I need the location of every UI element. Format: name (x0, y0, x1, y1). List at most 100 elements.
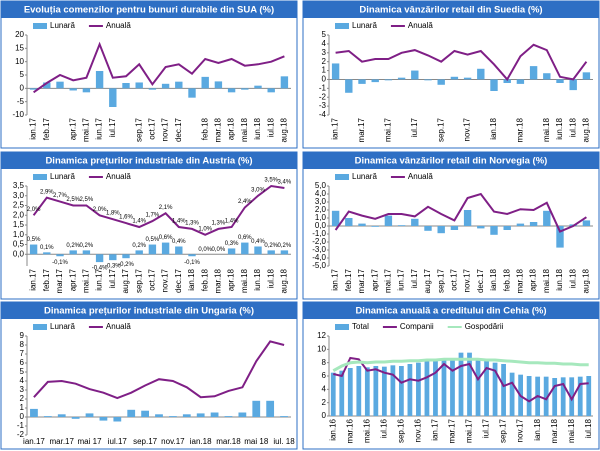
legend-label: Anuală (106, 172, 131, 181)
y-tick-label: 2,0 (315, 205, 327, 214)
bar (161, 242, 170, 255)
x-tick-label: mai.18 (542, 117, 551, 142)
x-tick-label: sep.17 (134, 268, 143, 293)
data-label: 3,0% (251, 187, 265, 193)
bar (330, 372, 336, 416)
x-tick-label: iul.18 (568, 268, 577, 288)
y-tick-label: 0 (322, 75, 327, 84)
y-tick-label: 4 (322, 39, 327, 48)
bar (122, 83, 130, 89)
x-tick-label: oct.17 (148, 117, 157, 139)
bar (69, 250, 77, 255)
legend-label: Gospodării (465, 322, 504, 331)
bar (127, 409, 136, 417)
x-tick-label: ian.18 (533, 418, 542, 440)
bar (490, 226, 498, 235)
bar (182, 414, 191, 417)
bar (95, 254, 104, 263)
bar (56, 81, 64, 89)
x-tick-label: mar.17 (55, 268, 64, 293)
legend-label: Anuală (106, 21, 131, 30)
y-tick-label: 20 (15, 30, 24, 39)
bar (458, 352, 464, 416)
bar (30, 408, 38, 417)
y-tick-label: 10 (317, 344, 326, 353)
y-tick-label: 5 (322, 30, 327, 39)
bar (441, 358, 447, 416)
x-tick-label: mar.18 (214, 117, 223, 142)
title-bar (1, 152, 297, 169)
chart-title: Dinamica prețurilor industriale din Unga… (44, 306, 254, 317)
data-label: 1,4% (225, 219, 239, 225)
bar (477, 68, 485, 80)
x-tick-label: iul.18 (568, 117, 577, 137)
x-tick-label: oct.17 (450, 268, 459, 290)
x-tick-label: iul.16 (379, 418, 388, 438)
bar (161, 83, 170, 89)
x-tick-label: mar.17 (357, 268, 366, 293)
bar (384, 79, 393, 81)
data-label: 1,4% (132, 219, 146, 225)
bar (586, 376, 592, 416)
bar (390, 365, 396, 416)
bar (267, 250, 275, 255)
legend-label: Lunară (50, 21, 75, 30)
bar (280, 76, 289, 89)
x-tick-label: nov.16 (414, 418, 423, 442)
x-tick-label: mai.17 (384, 268, 393, 293)
bar (135, 82, 143, 89)
bar (331, 210, 340, 226)
data-label: 1,7% (146, 213, 160, 219)
y-tick-label: 2 (20, 394, 25, 403)
data-label: -0,2% (118, 262, 134, 268)
x-tick-label: aug.18 (280, 117, 289, 142)
bar (82, 88, 91, 93)
bar (141, 410, 149, 417)
x-tick-label: mar.17 (50, 437, 75, 446)
line (32, 184, 285, 236)
data-label: 0,1% (40, 245, 54, 251)
x-tick-label: iun.17 (397, 268, 406, 290)
bar (280, 416, 288, 417)
x-tick-label: mar.18 (550, 418, 559, 443)
bar (71, 417, 80, 419)
y-tick-label: 0 (20, 412, 25, 421)
y-tick-label: 2,5 (13, 201, 25, 210)
data-label: 1,3% (212, 221, 226, 227)
y-tick-label: 0,0 (315, 221, 327, 230)
bar (397, 225, 406, 226)
x-tick-label: mar.18 (216, 437, 241, 446)
bar (69, 88, 77, 91)
x-tick-label: mar.18 (516, 117, 525, 142)
y-tick-label: -2,0 (312, 237, 326, 246)
x-tick-label: sep.17 (499, 418, 508, 443)
legend-label: Anuală (106, 322, 131, 331)
y-tick-label: -5 (17, 97, 25, 106)
y-tick-label: -3,0 (312, 245, 326, 254)
data-label: 3,4% (278, 180, 292, 186)
x-tick-label: apr.17 (68, 268, 77, 291)
bar (210, 412, 219, 417)
x-tick-label: iul.18 (266, 117, 275, 137)
x-tick-label: aug.17 (423, 268, 432, 293)
bar (358, 223, 366, 226)
bar (373, 366, 379, 416)
x-tick-label: oct.17 (148, 268, 157, 290)
x-tick-label: feb.17 (344, 268, 353, 291)
bar (254, 246, 262, 255)
y-tick-label: 0 (20, 83, 25, 92)
bar (267, 88, 275, 93)
y-tick-label: 3 (322, 48, 327, 57)
y-tick-label: 8 (322, 358, 327, 367)
bar (148, 244, 157, 255)
bar (201, 76, 209, 89)
x-tick-label: aug.18 (582, 268, 591, 293)
y-tick-label: 4 (322, 384, 327, 393)
x-tick-label: iul.17 (108, 117, 117, 137)
data-label: 0,4% (251, 239, 265, 245)
x-tick-label: dec.17 (174, 117, 183, 142)
data-label: 1,6% (119, 215, 133, 221)
bar (241, 88, 249, 90)
x-tick-label: feb.18 (200, 117, 209, 140)
y-tick-label: -3 (319, 101, 327, 110)
